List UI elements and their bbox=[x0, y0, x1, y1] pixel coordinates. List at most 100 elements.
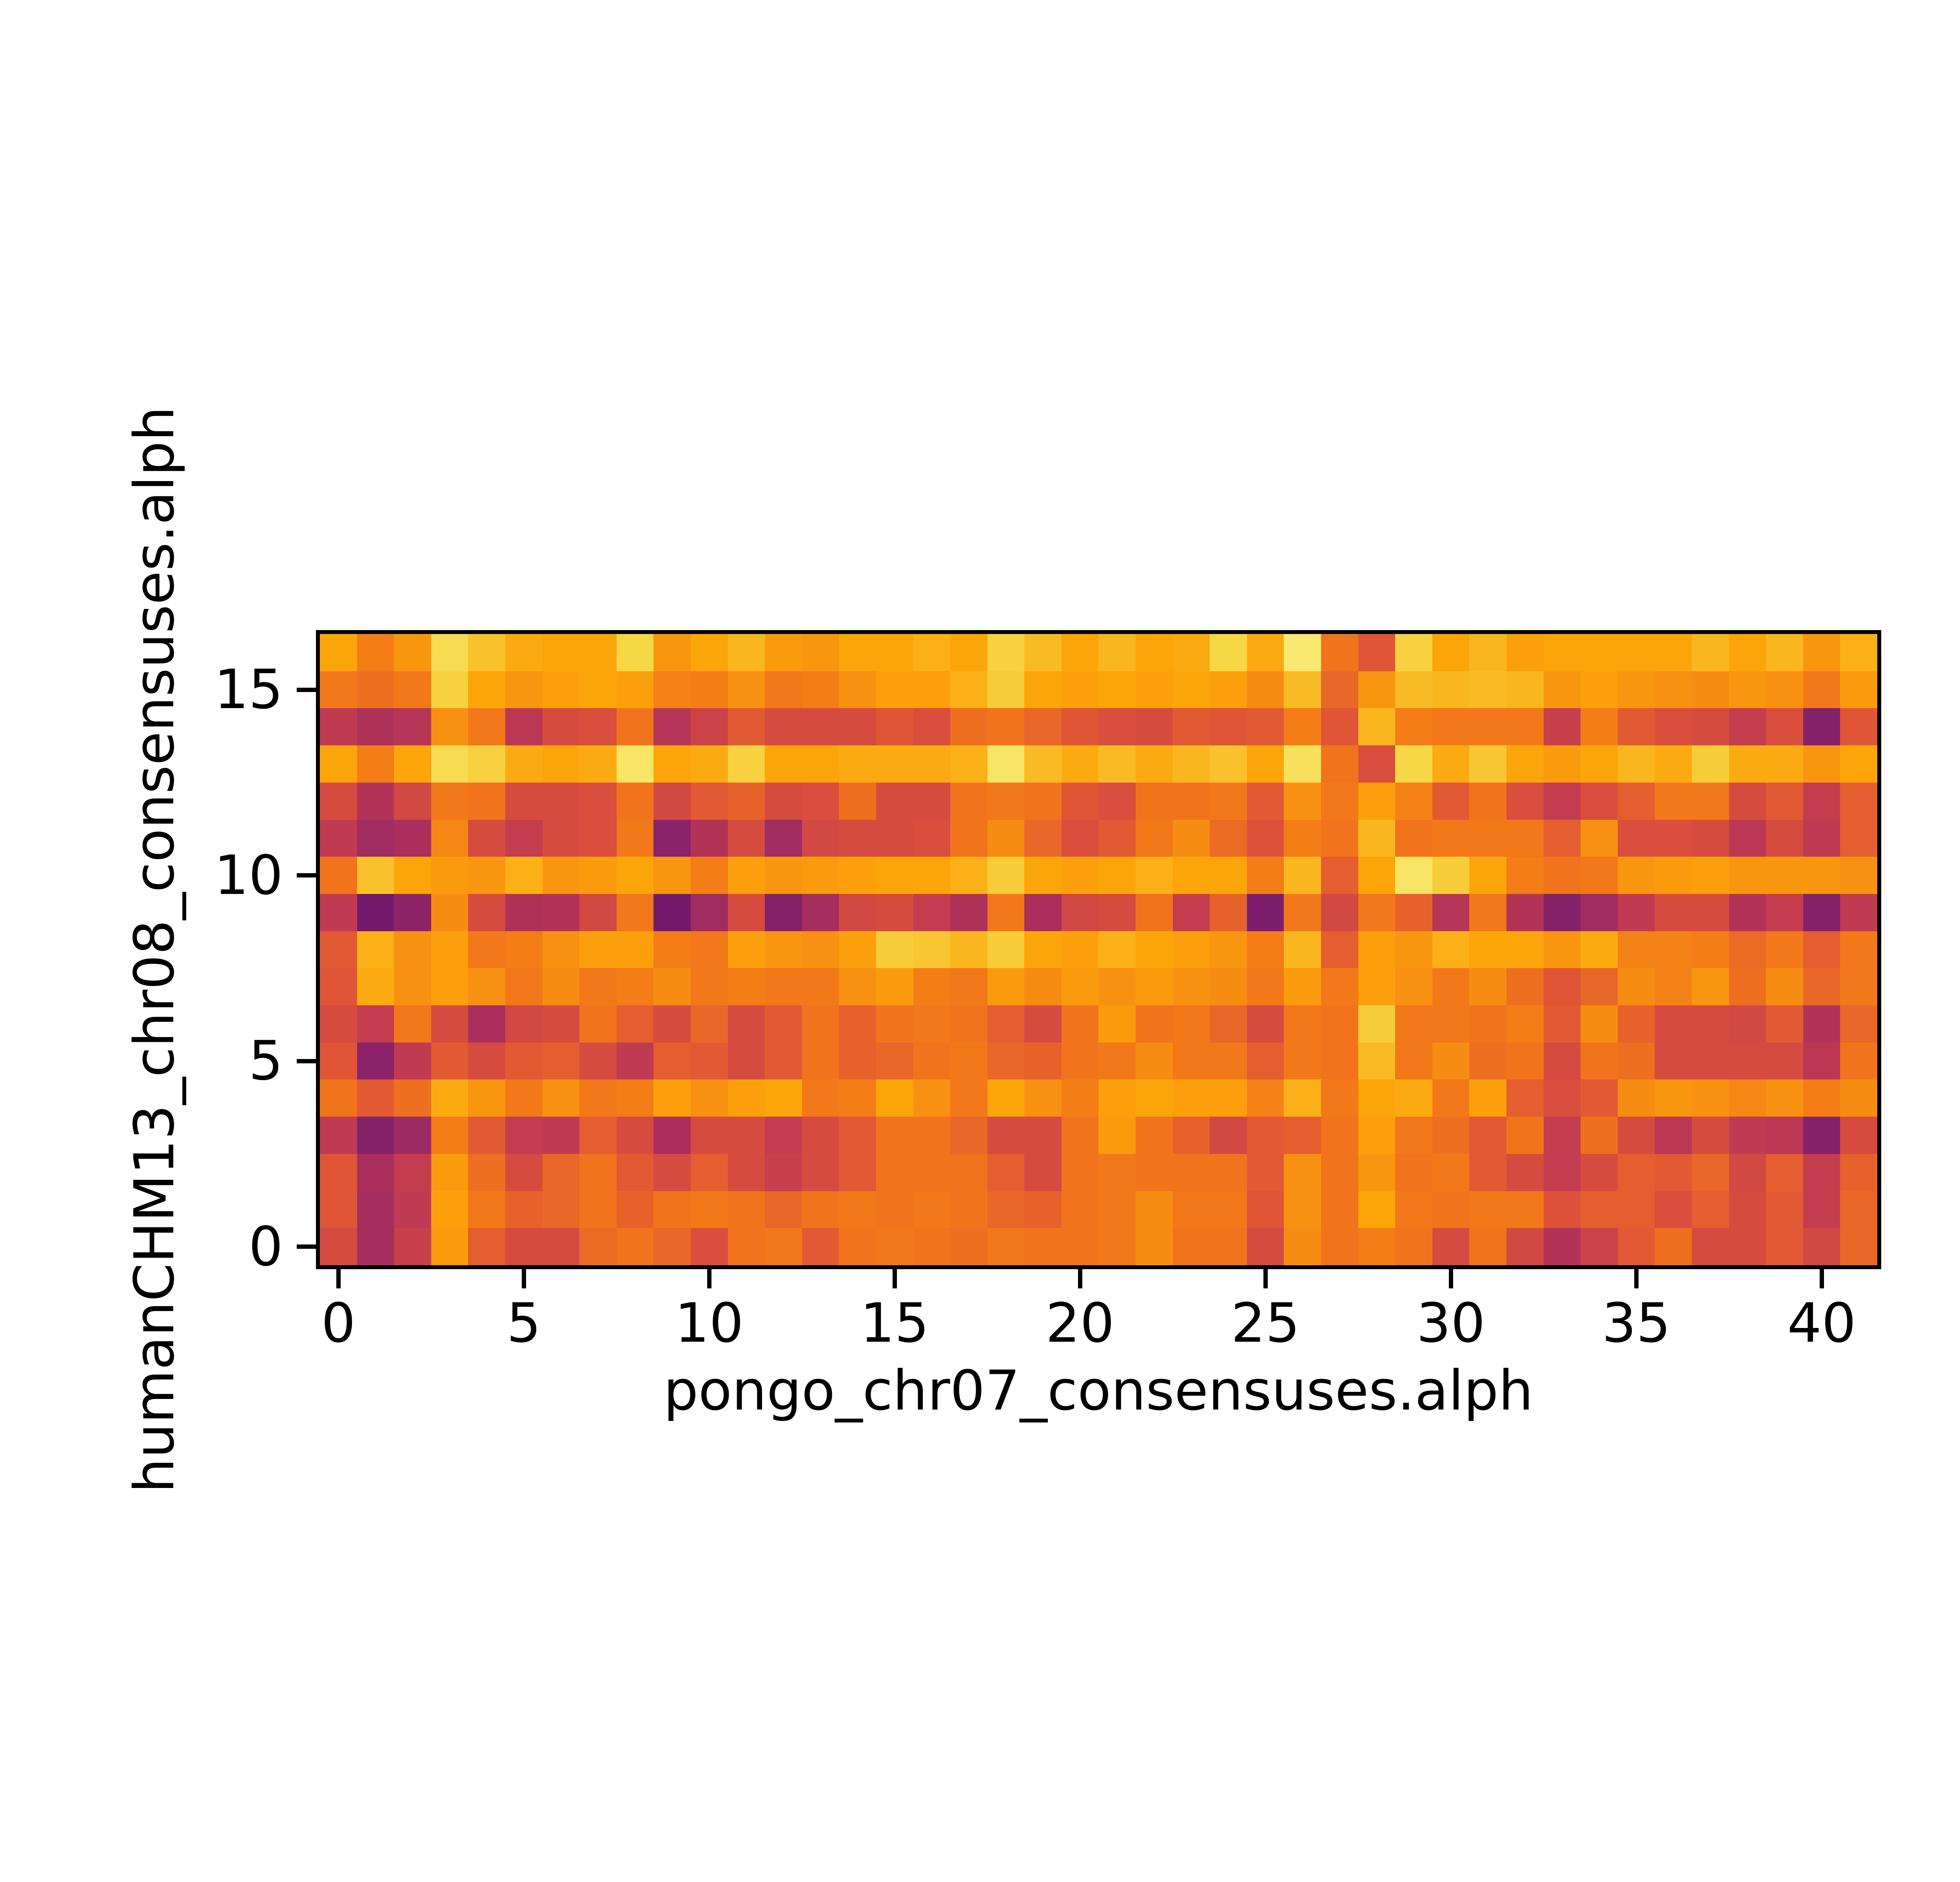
heatmap-cell bbox=[1506, 1042, 1544, 1080]
heatmap-cell bbox=[765, 745, 802, 783]
heatmap-cell bbox=[1543, 1191, 1581, 1228]
heatmap-cell bbox=[1321, 1005, 1358, 1043]
heatmap-cell bbox=[839, 1117, 876, 1154]
heatmap-cell bbox=[468, 931, 505, 968]
heatmap-cell bbox=[1358, 857, 1396, 894]
heatmap-cell bbox=[1172, 894, 1210, 931]
heatmap-cell bbox=[802, 1042, 839, 1080]
heatmap-cell bbox=[1617, 782, 1655, 820]
heatmap-cell bbox=[1172, 1005, 1210, 1043]
heatmap-cell bbox=[542, 1117, 580, 1154]
heatmap-cell bbox=[1692, 1005, 1729, 1043]
heatmap-cell bbox=[1172, 1154, 1210, 1191]
heatmap-cell bbox=[357, 634, 394, 671]
heatmap-cell bbox=[1172, 634, 1210, 671]
heatmap-cell bbox=[431, 1154, 468, 1191]
heatmap-cell bbox=[839, 671, 876, 708]
heatmap-cell bbox=[913, 931, 951, 968]
heatmap-cell bbox=[1321, 857, 1358, 894]
heatmap-cell bbox=[542, 931, 580, 968]
heatmap-cell bbox=[1729, 1154, 1766, 1191]
heatmap-cell bbox=[913, 782, 951, 820]
heatmap-cell bbox=[468, 1079, 505, 1117]
heatmap-cell bbox=[876, 857, 913, 894]
heatmap-cell bbox=[728, 1228, 765, 1265]
heatmap-cell bbox=[802, 634, 839, 671]
heatmap-cell bbox=[1617, 634, 1655, 671]
heatmap-cell bbox=[690, 968, 728, 1006]
heatmap-cell bbox=[653, 671, 691, 708]
heatmap-cell bbox=[1172, 1079, 1210, 1117]
heatmap-cell bbox=[1210, 894, 1247, 931]
heatmap-cell bbox=[1840, 894, 1877, 931]
heatmap-cell bbox=[690, 634, 728, 671]
heatmap-cell bbox=[1729, 857, 1766, 894]
heatmap-cell bbox=[950, 1005, 987, 1043]
heatmap-cell bbox=[1692, 1117, 1729, 1154]
heatmap-cell bbox=[1321, 745, 1358, 783]
heatmap-cell bbox=[1803, 1042, 1840, 1080]
heatmap-cell bbox=[1284, 1005, 1321, 1043]
heatmap-cell bbox=[1024, 1005, 1062, 1043]
heatmap-cell bbox=[1061, 671, 1099, 708]
heatmap-cell bbox=[839, 1228, 876, 1265]
heatmap-cell bbox=[839, 819, 876, 857]
heatmap-cell bbox=[802, 1117, 839, 1154]
heatmap-cell bbox=[728, 708, 765, 746]
heatmap-cell bbox=[542, 1154, 580, 1191]
heatmap-cell bbox=[1803, 1154, 1840, 1191]
x-tick-label: 0 bbox=[321, 1292, 356, 1355]
heatmap-cell bbox=[690, 1042, 728, 1080]
heatmap-cell bbox=[1692, 931, 1729, 968]
heatmap-cell bbox=[320, 1154, 357, 1191]
heatmap-cell bbox=[1729, 1079, 1766, 1117]
heatmap-cell bbox=[1395, 857, 1432, 894]
heatmap-cell bbox=[1284, 745, 1321, 783]
heatmap-cell bbox=[394, 894, 431, 931]
heatmap-cell bbox=[728, 745, 765, 783]
heatmap-cell bbox=[1617, 1191, 1655, 1228]
heatmap-cell bbox=[802, 1228, 839, 1265]
heatmap-cell bbox=[1247, 671, 1284, 708]
heatmap-cell bbox=[653, 931, 691, 968]
heatmap-cell bbox=[579, 782, 617, 820]
heatmap-cell bbox=[1655, 1154, 1692, 1191]
heatmap-cell bbox=[839, 1154, 876, 1191]
heatmap-cell bbox=[1024, 1117, 1062, 1154]
heatmap-cell bbox=[1655, 634, 1692, 671]
heatmap-cell bbox=[690, 1154, 728, 1191]
heatmap-cell bbox=[394, 1117, 431, 1154]
heatmap-cell bbox=[1061, 819, 1099, 857]
heatmap-cell bbox=[468, 1117, 505, 1154]
heatmap-cell bbox=[1395, 1154, 1432, 1191]
heatmap-cell bbox=[1617, 745, 1655, 783]
x-tick-mark bbox=[521, 1269, 526, 1288]
heatmap-cell bbox=[1061, 1117, 1099, 1154]
heatmap-cell bbox=[1136, 931, 1173, 968]
heatmap-cell bbox=[1321, 968, 1358, 1006]
heatmap-cell bbox=[950, 1154, 987, 1191]
heatmap-cell bbox=[1803, 1117, 1840, 1154]
heatmap-cell bbox=[765, 671, 802, 708]
heatmap-cell bbox=[1284, 968, 1321, 1006]
heatmap-cell bbox=[802, 745, 839, 783]
heatmap-cell bbox=[1729, 1191, 1766, 1228]
heatmap-cell bbox=[1395, 931, 1432, 968]
heatmap-cell bbox=[765, 782, 802, 820]
heatmap-cell bbox=[1766, 931, 1803, 968]
heatmap-cell bbox=[1136, 968, 1173, 1006]
heatmap-cell bbox=[1543, 1079, 1581, 1117]
heatmap-cell bbox=[1803, 819, 1840, 857]
heatmap-cell bbox=[1506, 819, 1544, 857]
heatmap-cell bbox=[468, 1191, 505, 1228]
heatmap-cell bbox=[1469, 745, 1507, 783]
heatmap-cell bbox=[876, 1117, 913, 1154]
heatmap-cell bbox=[1692, 1191, 1729, 1228]
heatmap-cell bbox=[1581, 1042, 1618, 1080]
heatmap-cell bbox=[1581, 931, 1618, 968]
heatmap-cell bbox=[320, 1005, 357, 1043]
heatmap-cell bbox=[876, 931, 913, 968]
heatmap-cell bbox=[1543, 671, 1581, 708]
heatmap-cell bbox=[1506, 1154, 1544, 1191]
heatmap-cell bbox=[1692, 634, 1729, 671]
